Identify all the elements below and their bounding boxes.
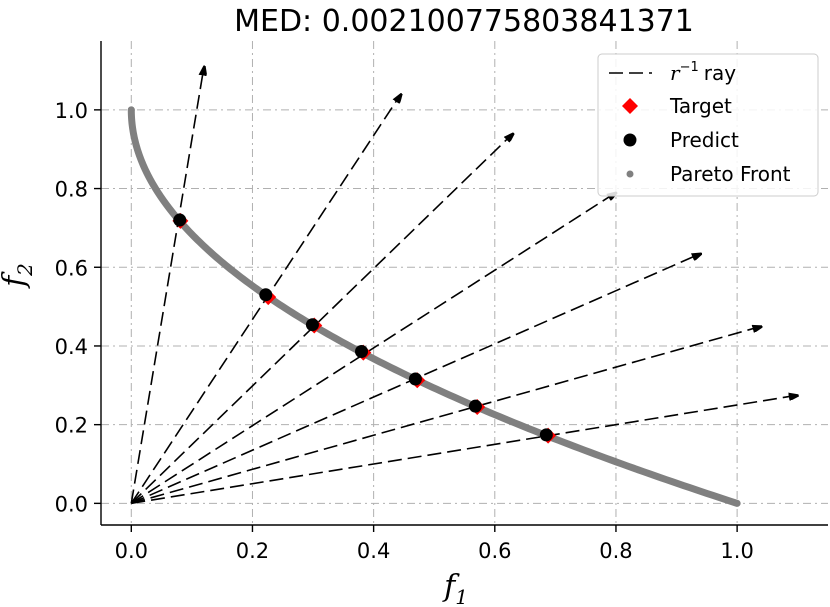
predict-point-4 <box>408 372 422 386</box>
ray-5 <box>131 326 761 505</box>
x-tick-label-2: 0.4 <box>357 539 390 563</box>
pareto-front-endpoint <box>127 106 135 114</box>
y-axis-label: f2 <box>0 263 37 289</box>
x-axis-label: f1 <box>442 569 468 607</box>
legend-box <box>597 53 819 197</box>
tick-labels: 0.0 0.2 0.4 0.6 0.8 1.0 0.0 0.2 0.4 0.6 0.8 1.0 <box>55 99 754 563</box>
y-tick-label-2: 0.4 <box>55 335 88 359</box>
axes <box>100 41 828 526</box>
predict-point-3 <box>355 344 369 358</box>
predict-point-0 <box>173 213 187 227</box>
legend-pareto-marker <box>626 170 634 178</box>
legend-predict-label: Predict <box>670 128 739 152</box>
predict-point-1 <box>259 288 273 302</box>
ray-6 <box>131 395 797 505</box>
y-tick-label-0: 0.0 <box>55 492 88 516</box>
legend-pareto-label: Pareto Front <box>670 162 791 186</box>
y-tick-label-3: 0.6 <box>55 256 88 280</box>
target-series <box>172 212 557 444</box>
predict-series <box>173 213 553 442</box>
x-axis-label-sub: 1 <box>455 585 468 607</box>
y-tick-label-4: 0.8 <box>55 178 88 202</box>
grid <box>101 41 828 525</box>
x-tick-label-1: 0.2 <box>236 539 269 563</box>
legend-target-label: Target <box>669 94 732 118</box>
legend-ray-label: r−1 ray <box>670 60 736 85</box>
ray-3 <box>130 192 616 505</box>
legend-predict-marker <box>623 133 637 147</box>
x-tick-label-5: 1.0 <box>720 539 753 563</box>
ray-0 <box>130 67 204 504</box>
predict-point-6 <box>539 428 553 442</box>
y-tick-label-5: 1.0 <box>55 99 88 123</box>
ray-2 <box>130 133 513 504</box>
x-tick-label-4: 0.8 <box>599 539 632 563</box>
y-axis-label-sub: 2 <box>13 263 37 277</box>
legend: r−1 ray Target Predict Pareto Front <box>597 53 819 197</box>
chart-title: MED: 0.0021007758038413​71 <box>234 4 694 39</box>
x-tick-label-0: 0.0 <box>115 539 148 563</box>
y-tick-label-1: 0.2 <box>55 414 88 438</box>
legend-target-marker <box>622 98 638 114</box>
predict-point-5 <box>468 399 482 413</box>
predict-point-2 <box>305 318 319 332</box>
x-tick-label-3: 0.6 <box>478 539 511 563</box>
